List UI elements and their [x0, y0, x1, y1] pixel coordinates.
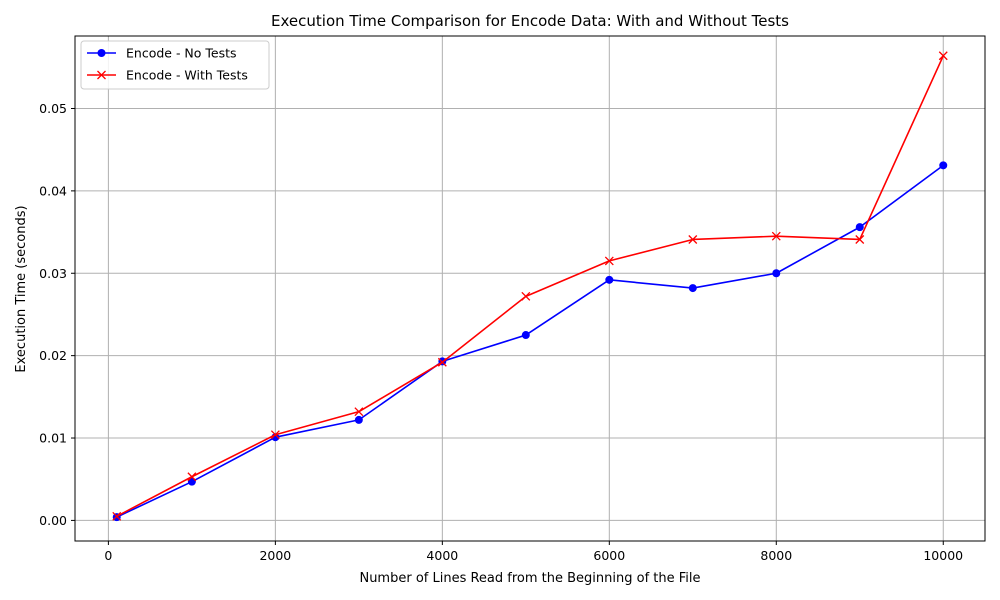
data-point-encode-with-tests — [521, 291, 531, 301]
legend: Encode - No Tests Encode - With Tests — [80, 40, 270, 90]
axis-ticks: 0 2000 4000 6000 8000 10000 0.00 0.01 0.02 0.03 0.… — [39, 101, 963, 563]
plot-area-frame — [74, 35, 986, 542]
data-point-encode-with-tests — [354, 407, 364, 417]
data-point-encode-no-tests — [605, 275, 614, 284]
y-tick-label: 0.04 — [39, 183, 67, 198]
x-tick-label: 8000 — [760, 548, 792, 563]
x-tick-label: 4000 — [426, 548, 458, 563]
legend-box — [80, 40, 270, 90]
plot-series — [112, 51, 948, 522]
data-point-encode-no-tests — [939, 161, 948, 170]
legend-label-with-tests: Encode - With Tests — [126, 68, 248, 83]
data-point-encode-with-tests — [112, 511, 122, 521]
legend-marker-with-tests — [97, 70, 106, 80]
data-point-encode-with-tests — [270, 430, 280, 440]
data-point-encode-no-tests — [187, 477, 196, 486]
legend-label-no-tests: Encode - No Tests — [126, 46, 237, 61]
y-tick-label: 0.01 — [39, 431, 67, 446]
data-point-encode-no-tests — [354, 415, 363, 424]
series-encode-with-tests — [112, 51, 948, 521]
x-tick-label: 10000 — [923, 548, 963, 563]
y-axis-title: Execution Time (seconds) — [14, 205, 29, 372]
data-point-encode-no-tests — [521, 331, 530, 340]
y-tick-label: 0.02 — [39, 348, 67, 363]
data-point-encode-no-tests — [855, 223, 864, 232]
x-tick-label: 2000 — [259, 548, 291, 563]
data-point-encode-with-tests — [938, 51, 948, 61]
x-axis-title: Number of Lines Read from the Beginning … — [359, 571, 700, 586]
data-point-encode-with-tests — [688, 235, 698, 244]
data-point-encode-with-tests — [771, 231, 781, 241]
y-tick-label: 0.05 — [39, 101, 67, 116]
y-tick-label: 0.00 — [39, 513, 67, 528]
chart-title: Execution Time Comparison for Encode Dat… — [271, 12, 789, 30]
x-tick-label: 0 — [104, 548, 112, 563]
data-point-encode-with-tests — [187, 472, 197, 482]
data-point-encode-no-tests — [772, 269, 781, 278]
x-tick-label: 6000 — [593, 548, 625, 563]
data-point-encode-with-tests — [855, 235, 865, 244]
data-point-encode-with-tests — [604, 256, 614, 266]
y-tick-label: 0.03 — [39, 266, 67, 281]
data-point-encode-no-tests — [688, 284, 697, 293]
data-point-encode-with-tests — [437, 357, 447, 367]
grid — [75, 36, 985, 541]
legend-marker-no-tests — [97, 49, 106, 57]
